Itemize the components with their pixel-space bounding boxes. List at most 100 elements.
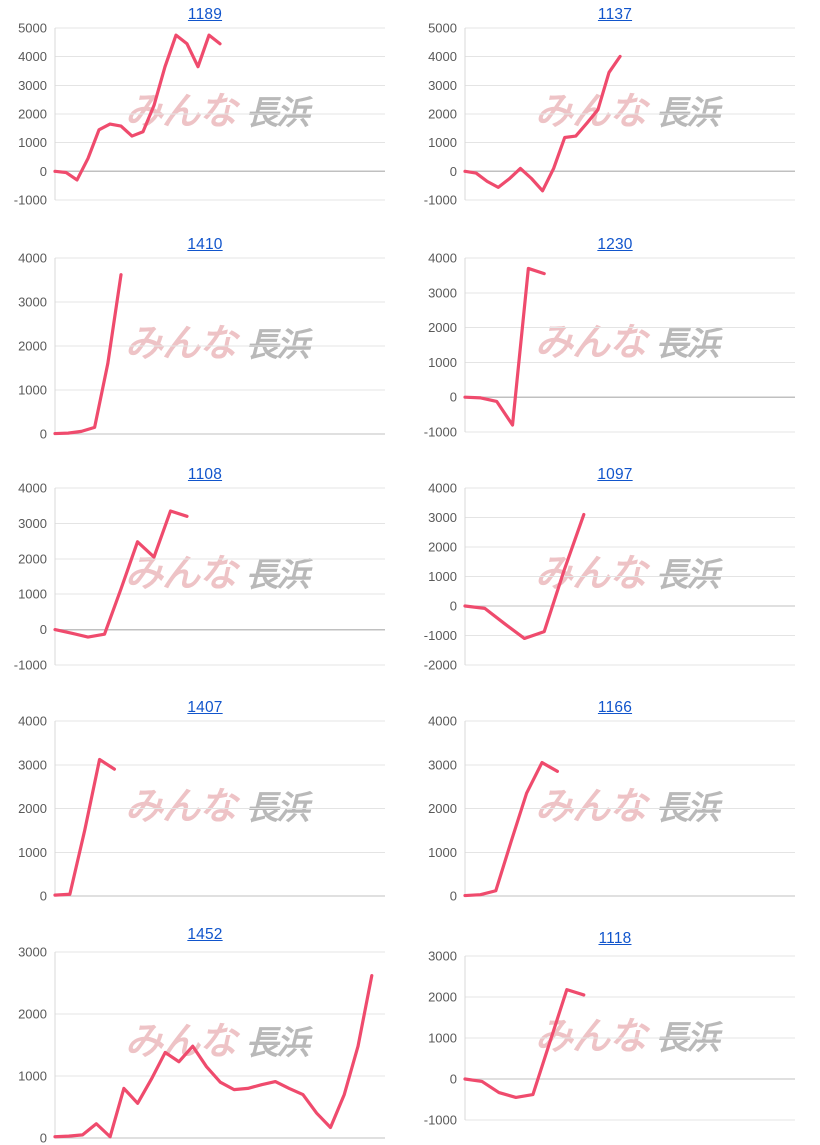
y-axis-tick-label: -1000: [424, 628, 457, 643]
y-axis-tick-label: 1000: [18, 587, 47, 602]
y-axis-tick-label: 1000: [428, 569, 457, 584]
series-line: [463, 760, 559, 898]
y-axis-tick-label: 3000: [18, 516, 47, 531]
chart-card-1108: 1108 みんな 長浜 4000 3000 2000 1000 0 -1000: [0, 460, 410, 693]
plot-area: 4000 3000 2000 1000 0: [18, 251, 385, 442]
chart-card-1166: 1166 みんな 長浜 4000 3000 2000 1000 0: [410, 693, 820, 920]
chart-card-1189: 1189 みんな 長浜 5000 4000 3000 2000 1000 0 -1000: [0, 0, 410, 230]
chart-title-link[interactable]: 1108: [187, 466, 223, 483]
y-axis-tick-label: 3000: [428, 285, 457, 300]
y-axis-tick-label: -2000: [424, 658, 457, 673]
series-line: [53, 973, 374, 1139]
y-axis-tick-label: 0: [40, 1131, 47, 1145]
y-axis-tick-label: 3000: [18, 78, 47, 93]
chart-canvas: 4000 3000 2000 1000 0: [0, 693, 410, 920]
chart-title-link[interactable]: 1230: [597, 236, 633, 253]
chart-title-link[interactable]: 1118: [598, 930, 632, 947]
y-axis-tick-label: 0: [40, 889, 47, 904]
y-axis-tick-label: 3000: [18, 757, 47, 772]
chart-canvas: 4000 3000 2000 1000 0: [0, 230, 410, 460]
series-line: [463, 266, 546, 427]
y-axis-tick-label: 4000: [428, 49, 457, 64]
y-axis-tick-label: 1000: [428, 1031, 457, 1046]
chart-card-1407: 1407 みんな 長浜 4000 3000 2000 1000 0: [0, 693, 410, 920]
series-line: [463, 54, 622, 193]
y-axis-tick-label: 2000: [18, 339, 47, 354]
y-axis-tick-label: 0: [40, 427, 47, 442]
y-axis-tick-label: 1000: [18, 845, 47, 860]
plot-area: 5000 4000 3000 2000 1000 0 -1000: [424, 21, 795, 208]
y-axis-tick-label: 3000: [428, 510, 457, 525]
y-axis-tick-label: 4000: [428, 714, 457, 729]
chart-canvas: 4000 3000 2000 1000 0 -1000: [0, 460, 410, 693]
chart-canvas: 4000 3000 2000 1000 0: [410, 693, 820, 920]
plot-area: 4000 3000 2000 1000 0: [18, 714, 385, 904]
y-axis-tick-label: 0: [40, 622, 47, 637]
series-line: [53, 509, 189, 639]
chart-canvas: 5000 4000 3000 2000 1000 0 -1000: [410, 0, 820, 230]
y-axis-tick-label: 3000: [428, 949, 457, 964]
y-axis-tick-label: 0: [40, 164, 47, 179]
y-axis-tick-label: 2000: [18, 551, 47, 566]
y-axis-tick-label: 0: [450, 1072, 457, 1087]
y-axis-tick-label: 0: [450, 599, 457, 614]
chart-title-link[interactable]: 1189: [187, 6, 223, 23]
series-line: [463, 988, 586, 1100]
chart-canvas: 4000 3000 2000 1000 0 -1000: [410, 230, 820, 460]
plot-area: 5000 4000 3000 2000 1000 0 -1000: [14, 21, 385, 208]
plot-area: 4000 3000 2000 1000 0 -1000: [424, 251, 795, 440]
y-axis-tick-label: 4000: [428, 251, 457, 266]
chart-title-link[interactable]: 1410: [187, 236, 223, 253]
y-axis-tick-label: 4000: [18, 714, 47, 729]
chart-card-1452: 1452 みんな 長浜 3000 2000 1000 0: [0, 920, 410, 1145]
y-axis-tick-label: 5000: [428, 21, 457, 36]
y-axis-tick-label: 4000: [18, 49, 47, 64]
chart-card-1097: 1097 みんな 長浜 4000 3000 2000 1000 0 -1000 -2000: [410, 460, 820, 693]
y-axis-tick-label: 1000: [18, 1069, 47, 1084]
y-axis-tick-label: -1000: [424, 1113, 457, 1128]
chart-card-1118: 1118 みんな 長浜 3000 2000 1000 0 -1000: [410, 920, 820, 1145]
series-line: [53, 757, 116, 897]
y-axis-tick-label: 2000: [18, 1007, 47, 1022]
y-axis-tick-label: 3000: [18, 945, 47, 960]
chart-title-link[interactable]: 1166: [597, 699, 633, 716]
series-line: [53, 33, 222, 182]
series-line: [463, 512, 586, 641]
y-axis-tick-label: 2000: [428, 801, 457, 816]
plot-area: 4000 3000 2000 1000 0 -1000: [14, 481, 385, 673]
chart-canvas: 5000 4000 3000 2000 1000 0 -1000: [0, 0, 410, 230]
y-axis-tick-label: 2000: [428, 107, 457, 122]
y-axis-tick-label: 2000: [428, 320, 457, 335]
y-axis-tick-label: 3000: [428, 757, 457, 772]
chart-title-link[interactable]: 1407: [187, 699, 223, 716]
chart-title-link[interactable]: 1097: [597, 466, 633, 483]
y-axis-tick-label: 2000: [18, 107, 47, 122]
y-axis-tick-label: 1000: [428, 355, 457, 370]
chart-card-1137: 1137 みんな 長浜 5000 4000 3000 2000 1000 0 -1000: [410, 0, 820, 230]
plot-area: 4000 3000 2000 1000 0: [428, 714, 795, 904]
chart-title-link[interactable]: 1452: [187, 926, 223, 943]
y-axis-tick-label: -1000: [424, 193, 457, 208]
y-axis-tick-label: 1000: [18, 135, 47, 150]
y-axis-tick-label: -1000: [424, 425, 457, 440]
plot-area: 3000 2000 1000 0: [18, 945, 385, 1145]
y-axis-tick-label: 2000: [428, 990, 457, 1005]
plot-area: 4000 3000 2000 1000 0 -1000 -2000: [424, 481, 795, 673]
y-axis-tick-label: 2000: [428, 540, 457, 555]
y-axis-tick-label: -1000: [14, 193, 47, 208]
y-axis-tick-label: 4000: [18, 251, 47, 266]
chart-title-link[interactable]: 1137: [597, 6, 633, 23]
chart-card-1230: 1230 みんな 長浜 4000 3000 2000 1000 0 -1000: [410, 230, 820, 460]
y-axis-tick-label: 3000: [18, 295, 47, 310]
chart-canvas: 4000 3000 2000 1000 0 -1000 -2000: [410, 460, 820, 693]
chart-canvas: 3000 2000 1000 0 -1000: [410, 920, 820, 1145]
plot-area: 3000 2000 1000 0 -1000: [424, 949, 795, 1128]
y-axis-tick-label: 0: [450, 390, 457, 405]
y-axis-tick-label: 1000: [428, 135, 457, 150]
y-axis-tick-label: 2000: [18, 801, 47, 816]
y-axis-tick-label: 0: [450, 889, 457, 904]
series-line: [53, 273, 123, 436]
y-axis-tick-label: 3000: [428, 78, 457, 93]
y-axis-tick-label: 4000: [428, 481, 457, 496]
